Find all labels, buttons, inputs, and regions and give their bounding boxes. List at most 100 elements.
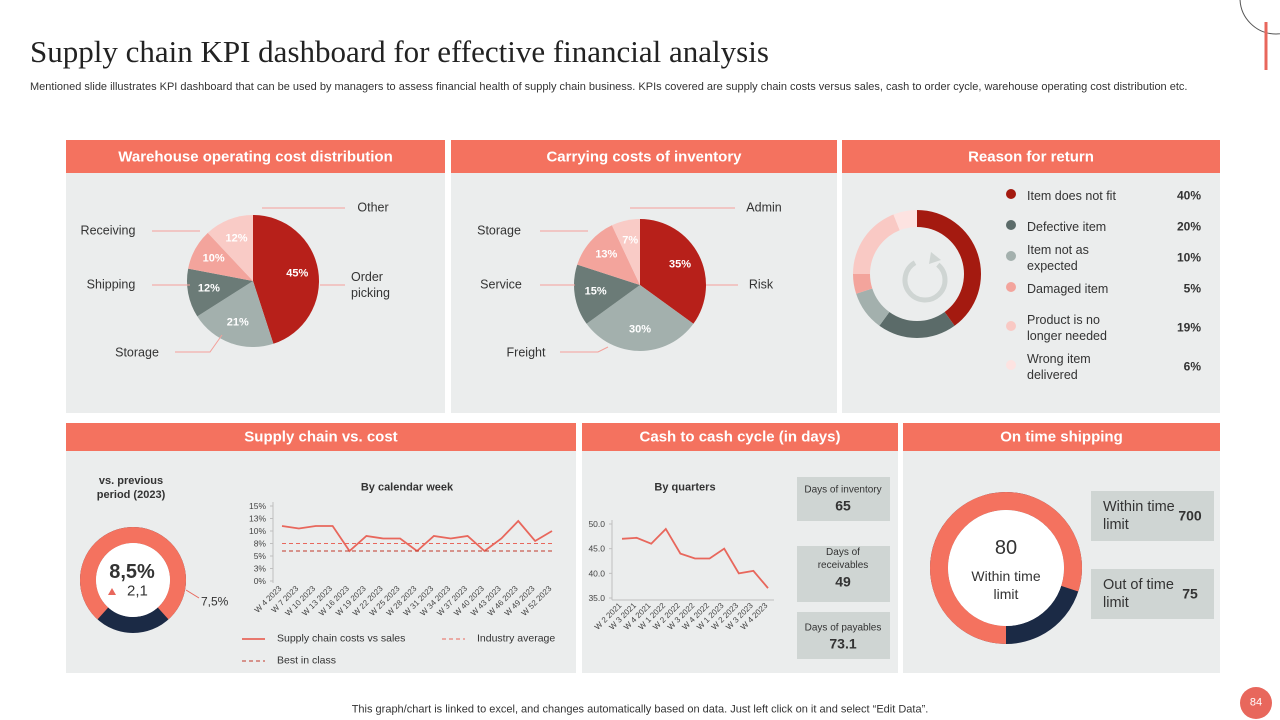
pie-slice: [640, 219, 706, 324]
panel-header: [451, 140, 837, 173]
pie-slice: [574, 264, 640, 324]
kpi-value: 73.1: [829, 635, 857, 652]
donut-segment: [856, 288, 890, 326]
gauge-value: 80: [994, 537, 1018, 559]
refresh-icon: [902, 260, 948, 303]
legend-label: Item does not fit: [1027, 189, 1116, 203]
panel-header: [903, 423, 1220, 451]
comparison-center: [96, 543, 170, 617]
legend-label: Item not as expected: [1027, 243, 1089, 273]
category-label: Service: [480, 277, 522, 292]
legend-label: Defective item: [1027, 220, 1107, 234]
chart-subtitle: By calendar week: [360, 481, 454, 494]
kpi-box: [1091, 569, 1214, 619]
pie-slice: [577, 225, 640, 285]
legend-dot: [1006, 189, 1016, 199]
category-label: Storage: [477, 223, 521, 238]
panel-title: On time shipping: [1000, 428, 1123, 446]
kpi-label: Days of payables: [804, 622, 882, 634]
chart-subtitle: By quarters: [654, 481, 716, 494]
y-tick-label: 35.0: [588, 593, 605, 603]
kpi-box: [797, 612, 890, 659]
category-label: Other: [357, 200, 389, 215]
slice-label: 12%: [225, 232, 248, 245]
kpi-label: Within time limit: [1103, 499, 1175, 533]
page-number: 84: [1249, 696, 1263, 709]
leader-line: [560, 346, 609, 353]
gauge-arc: [930, 492, 1082, 644]
category-label: Shipping: [86, 277, 136, 292]
y-tick-label: 10%: [249, 526, 266, 536]
panel-title: Carrying costs of inventory: [546, 148, 742, 165]
y-tick-label: 5%: [254, 551, 267, 561]
footer-note: This graph/chart is linked to excel, and…: [351, 703, 929, 716]
slice-label: 30%: [628, 323, 652, 336]
slide-title: Supply chain KPI dashboard for effective…: [30, 34, 769, 69]
legend-label: Supply chain costs vs sales: [277, 632, 406, 645]
donut-segment: [853, 214, 900, 274]
panel-title: Cash to cash cycle (in days): [639, 428, 841, 446]
panel-header: [582, 423, 898, 451]
page-badge: [1240, 687, 1272, 719]
comparison-previous: 7,5%: [201, 594, 229, 609]
legend-label: Best in class: [277, 654, 336, 667]
panel-header: [66, 140, 445, 173]
data-line: [621, 527, 769, 589]
category-label: Risk: [748, 277, 774, 292]
donut-segment: [893, 210, 917, 231]
category-label: Receiving: [80, 223, 136, 238]
legend-dot: [1006, 321, 1016, 331]
category-label: Freight: [506, 345, 546, 360]
panel-title: Reason for return: [968, 148, 1094, 165]
panel-header: [66, 423, 576, 451]
y-tick-label: 15%: [249, 501, 266, 511]
legend-label: Industry average: [477, 632, 556, 645]
panel-title: Warehouse operating cost distribution: [118, 148, 393, 165]
pie-slice: [253, 215, 320, 344]
pie-slice: [187, 268, 253, 317]
donut-segment: [853, 274, 873, 294]
refresh-arrow: [929, 252, 941, 264]
kpi-box: [797, 546, 890, 602]
category-label: Admin: [746, 200, 782, 215]
slice-label: 15%: [584, 285, 607, 298]
legend-value: 20%: [1176, 219, 1201, 234]
comparison-change: 2,1: [127, 582, 148, 600]
pie-slice: [586, 285, 694, 352]
legend-value: 6%: [1183, 359, 1201, 374]
donut-segment: [917, 210, 982, 326]
pie-slice: [197, 281, 274, 348]
kpi-value: 75: [1182, 585, 1198, 602]
legend-dot: [1006, 251, 1016, 261]
corner-decoration: [1239, 0, 1280, 35]
y-tick-label: 13%: [249, 514, 266, 524]
slice-label: 35%: [668, 258, 691, 271]
kpi-label: Out of time limit: [1103, 577, 1174, 611]
pie-slice: [207, 215, 253, 281]
slice-label: 13%: [595, 248, 618, 261]
kpi-box: [1091, 491, 1214, 541]
y-tick-label: 8%: [254, 539, 267, 549]
slice-label: 45%: [286, 267, 309, 280]
gauge-label: Within time limit: [971, 568, 1041, 602]
kpi-label: Days of inventory: [804, 484, 882, 496]
category-label: Storage: [115, 345, 159, 360]
panel-header: [842, 140, 1220, 173]
legend-dot: [1006, 282, 1016, 292]
slice-label: 7%: [622, 234, 639, 247]
legend-label: Product is no longer needed: [1027, 313, 1107, 343]
category-label: Order picking: [351, 270, 390, 300]
legend-label: Wrong item delivered: [1027, 352, 1091, 382]
y-tick-label: 0%: [254, 576, 267, 586]
panel-title: Supply chain vs. cost: [244, 428, 398, 446]
leader-line: [175, 334, 223, 353]
slice-label: 10%: [202, 252, 225, 265]
kpi-box: [797, 477, 890, 521]
kpi-value: 65: [835, 497, 851, 514]
legend-value: 40%: [1176, 188, 1201, 203]
legend-dot: [1006, 360, 1016, 370]
kpi-value: 49: [835, 573, 851, 590]
kpi-value: 700: [1178, 507, 1202, 524]
legend-dot: [1006, 220, 1016, 230]
